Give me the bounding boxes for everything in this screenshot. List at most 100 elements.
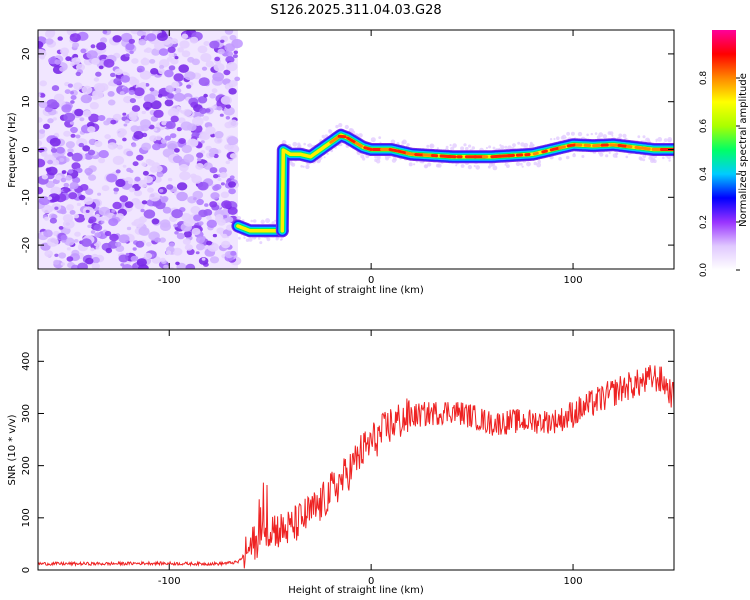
track-halo (565, 155, 570, 160)
noise-blob (182, 238, 191, 245)
track-halo (460, 164, 465, 168)
track-halo (521, 165, 524, 168)
noise-blob (136, 30, 145, 37)
noise-blob (108, 218, 119, 227)
noise-blob (178, 64, 189, 73)
noise-blob (65, 175, 73, 181)
track-halo (257, 237, 261, 240)
noise-blob (107, 99, 116, 106)
noise-blob (131, 58, 139, 64)
track-halo (581, 155, 585, 158)
track-halo (394, 158, 398, 161)
noise-blob (223, 69, 231, 76)
noise-blob (143, 49, 148, 53)
noise-blob (172, 247, 183, 256)
noise-blob (93, 224, 103, 232)
track-halo (326, 152, 329, 155)
noise-blob (156, 32, 168, 41)
track-halo (549, 138, 553, 141)
track-halo (605, 154, 609, 158)
noise-blob (85, 209, 90, 213)
track-halo (537, 159, 541, 164)
track-halo (385, 156, 389, 161)
signal-peak (346, 136, 357, 144)
noise-blob (66, 256, 74, 262)
noise-blob (88, 113, 100, 123)
noise-blob (219, 172, 228, 179)
noise-blob (193, 214, 202, 222)
track-halo (305, 164, 310, 170)
noise-blob (196, 236, 205, 244)
noise-blob (131, 78, 140, 85)
noise-blob (124, 119, 130, 124)
noise-blob (38, 117, 43, 123)
noise-blob (209, 256, 220, 264)
noise-blob (220, 182, 225, 186)
noise-blob (146, 200, 154, 206)
noise-blob (122, 87, 130, 94)
noise-blob (38, 186, 44, 195)
noise-blob (199, 113, 204, 117)
track-halo (292, 141, 298, 147)
noise-blob (63, 182, 70, 188)
colorbar-ramp (712, 30, 736, 270)
noise-blob (71, 264, 79, 269)
track-halo (532, 144, 535, 147)
noise-blob (104, 134, 111, 140)
noise-blob (160, 197, 168, 203)
noise-blob (227, 136, 239, 146)
noise-blob (133, 218, 145, 228)
track-halo (259, 241, 263, 245)
track-halo (526, 161, 531, 167)
noise-blob (230, 250, 237, 256)
chart-title: S126.2025.311.04.03.G28 (270, 3, 441, 18)
noise-blob (49, 137, 61, 147)
x-tick-label: -100 (158, 275, 181, 286)
noise-blob (98, 65, 104, 70)
track-halo (274, 219, 277, 222)
noise-blob (63, 130, 71, 137)
noise-blob (153, 109, 164, 118)
noise-blob (228, 119, 239, 128)
noise-blob (67, 152, 74, 157)
noise-blob (69, 121, 75, 125)
noise-blob (135, 240, 145, 248)
track-halo (302, 165, 305, 168)
track-halo (492, 165, 498, 171)
noise-blob (142, 170, 149, 176)
noise-blob (141, 110, 146, 115)
noise-blob (67, 169, 74, 174)
noise-blob (177, 47, 184, 53)
noise-blob (214, 56, 221, 62)
noise-blob (171, 81, 180, 89)
colorbar: 0.0 0.2 0.4 0.6 0.8 Normalized spectral ampl… (699, 30, 749, 277)
noise-blob (59, 157, 65, 162)
noise-blob (189, 36, 199, 44)
track-halo (667, 137, 673, 142)
noise-blob (186, 84, 192, 89)
noise-blob (129, 50, 134, 55)
noise-blob (96, 42, 107, 51)
track-halo (467, 165, 472, 170)
track-halo (338, 123, 343, 128)
noise-blob (64, 89, 71, 94)
noise-blob (234, 76, 241, 82)
noise-blob (93, 83, 105, 92)
noise-blob (174, 231, 179, 235)
noise-blob (132, 161, 139, 167)
noise-blob (217, 48, 225, 55)
noise-blob (143, 94, 156, 104)
noise-blob (149, 135, 158, 142)
noise-blob (227, 51, 234, 57)
noise-blob (100, 37, 108, 44)
noise-blob (56, 146, 65, 154)
noise-blob (109, 233, 119, 242)
x-tick-label: 0 (368, 275, 374, 286)
noise-blob (51, 85, 60, 92)
noise-blob (79, 184, 89, 191)
y-tick-label: 400 (21, 352, 32, 371)
signal-peak (405, 151, 415, 156)
noise-blob (100, 220, 105, 224)
noise-blob (143, 252, 153, 260)
noise-blob (174, 148, 180, 153)
